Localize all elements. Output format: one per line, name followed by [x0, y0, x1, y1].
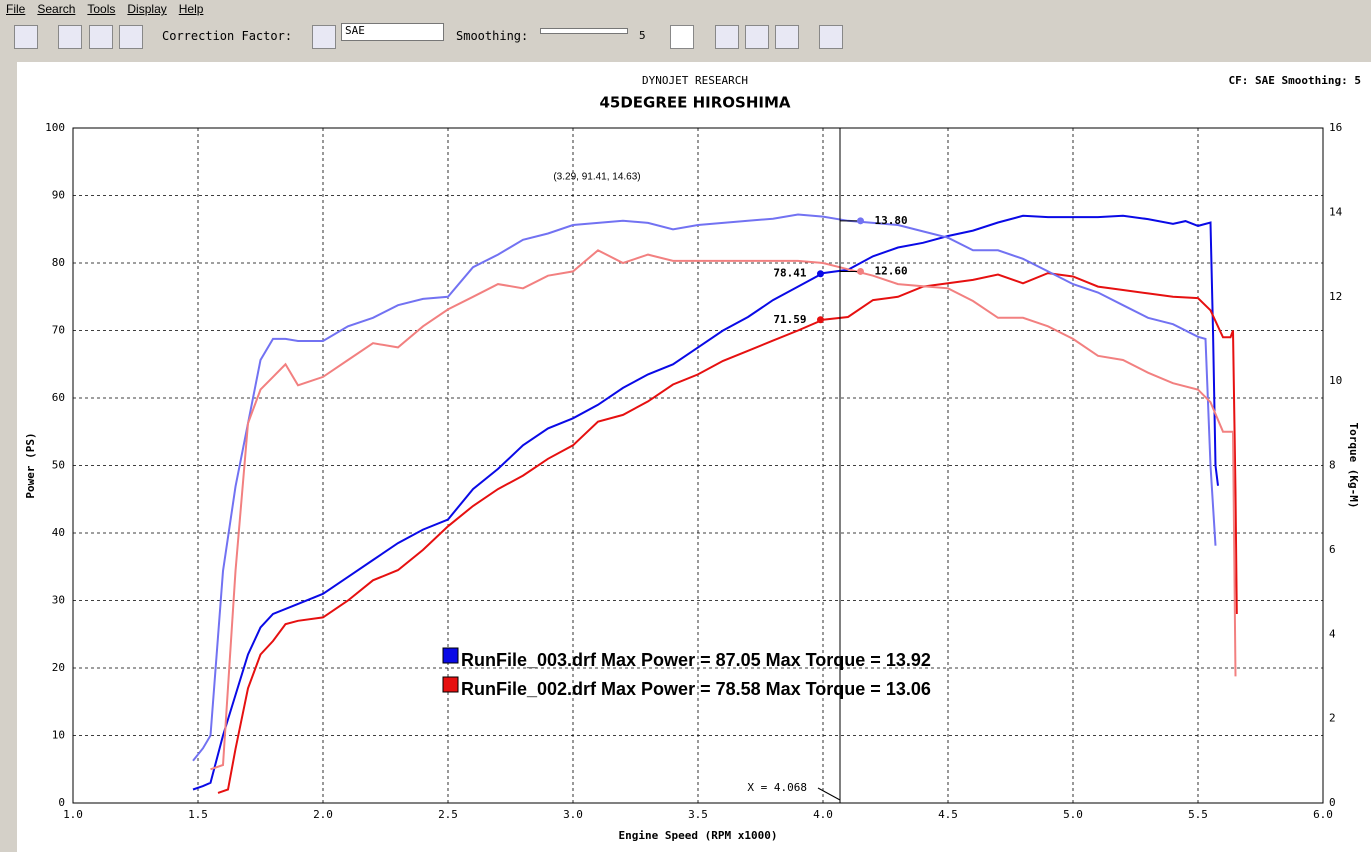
y2-tick-label: 4: [1329, 627, 1336, 640]
x-tick-label: 2.0: [313, 808, 333, 821]
y-tick-label: 60: [52, 391, 65, 404]
x-tick-label: 1.0: [63, 808, 83, 821]
y-tick-label: 50: [52, 459, 65, 472]
y-tick-label: 70: [52, 324, 65, 337]
x-tick-label: 3.5: [688, 808, 708, 821]
y-tick-label: 20: [52, 661, 65, 674]
y2-axis-label: Torque (Kg-M): [1347, 422, 1360, 508]
x-tick-label: 5.0: [1063, 808, 1083, 821]
series-line: [217, 272, 1238, 794]
cursor-pointer: [817, 787, 841, 801]
smoothing-slider[interactable]: [540, 28, 628, 34]
status: CF: SAE Smoothing: 5: [1229, 74, 1361, 87]
y2-tick-label: 14: [1329, 205, 1343, 218]
x-tick-label: 4.0: [813, 808, 833, 821]
x-tick-label: 2.5: [438, 808, 458, 821]
tool-icon[interactable]: [119, 25, 143, 49]
x-tick-label: 3.0: [563, 808, 583, 821]
readout-dot: [817, 316, 824, 324]
plot-frame: [72, 127, 1324, 804]
cursor-label: X = 4.068: [747, 781, 807, 794]
y2-tick-label: 0: [1329, 796, 1336, 809]
x-tick-label: 4.5: [938, 808, 958, 821]
menu-item[interactable]: Display: [127, 2, 167, 16]
smoothing-label: Smoothing:: [456, 29, 529, 43]
y2-tick-label: 12: [1329, 290, 1342, 303]
smoothing-value: 5: [639, 29, 646, 42]
series-line: [192, 214, 1219, 791]
y-tick-label: 10: [52, 729, 65, 742]
chart-title: 45DEGREE HIROSHIMA: [599, 94, 790, 112]
y2-tick-label: 8: [1329, 459, 1336, 472]
y-axis-label: Power (PS): [24, 432, 37, 498]
y2-tick-label: 6: [1329, 543, 1336, 556]
tool-icon[interactable]: [58, 25, 82, 49]
x-tick-label: 6.0: [1313, 808, 1333, 821]
tool-icon[interactable]: [312, 25, 336, 49]
readout-label: 71.59: [773, 313, 806, 326]
correction-select[interactable]: SAE: [341, 23, 444, 41]
tool-icon[interactable]: [819, 25, 843, 49]
tool-icon[interactable]: [745, 25, 769, 49]
tool-icon[interactable]: [89, 25, 113, 49]
x-axis-label: Engine Speed (RPM x1000): [619, 829, 778, 842]
readout-label: 12.60: [875, 264, 908, 277]
menu-item[interactable]: File: [6, 2, 26, 16]
y-tick-label: 40: [52, 526, 65, 539]
menu-item[interactable]: Help: [178, 2, 204, 16]
readout-dot: [817, 270, 824, 278]
tool-icon[interactable]: [775, 25, 799, 49]
y-tick-label: 0: [58, 796, 65, 809]
chart-header: DYNOJET RESEARCH: [642, 74, 748, 87]
toolbar: Correction Factor: SAE Smoothing: 5: [0, 20, 852, 52]
tool-icon[interactable]: [670, 25, 694, 49]
readout-label: 78.41: [773, 267, 806, 280]
legend-swatch: [442, 647, 459, 664]
correction-label: Correction Factor:: [162, 29, 293, 43]
readout-dot: [857, 217, 864, 225]
y-tick-label: 100: [45, 121, 65, 134]
menu-item[interactable]: Search: [37, 2, 76, 16]
y-tick-label: 90: [52, 189, 65, 202]
chart: DYNOJET RESEARCH CF: SAE Smoothing: 5 45DE…: [17, 62, 1371, 852]
series-line: [210, 249, 1237, 771]
legend-swatch: [442, 676, 459, 693]
x-tick-label: 5.5: [1188, 808, 1208, 821]
y-tick-label: 80: [52, 256, 65, 269]
readout-dot: [857, 267, 864, 275]
menu-item[interactable]: Tools: [87, 2, 116, 16]
y2-tick-label: 2: [1329, 712, 1336, 725]
legend-text: RunFile_002.drf Max Power = 78.58 Max To…: [461, 679, 931, 699]
y-tick-label: 30: [52, 594, 65, 607]
annotation: (3.29, 91.41, 14.63): [553, 172, 640, 183]
x-tick-label: 1.5: [188, 808, 208, 821]
series-line: [192, 213, 1217, 762]
tool-icon[interactable]: [715, 25, 739, 49]
tool-icon[interactable]: [14, 25, 38, 49]
legend-text: RunFile_003.drf Max Power = 87.05 Max To…: [461, 650, 931, 670]
y2-tick-label: 16: [1329, 121, 1342, 134]
readout-label: 13.80: [875, 214, 908, 227]
y2-tick-label: 10: [1329, 374, 1342, 387]
menu-bar: File Search Tools Display Help: [0, 0, 1371, 18]
